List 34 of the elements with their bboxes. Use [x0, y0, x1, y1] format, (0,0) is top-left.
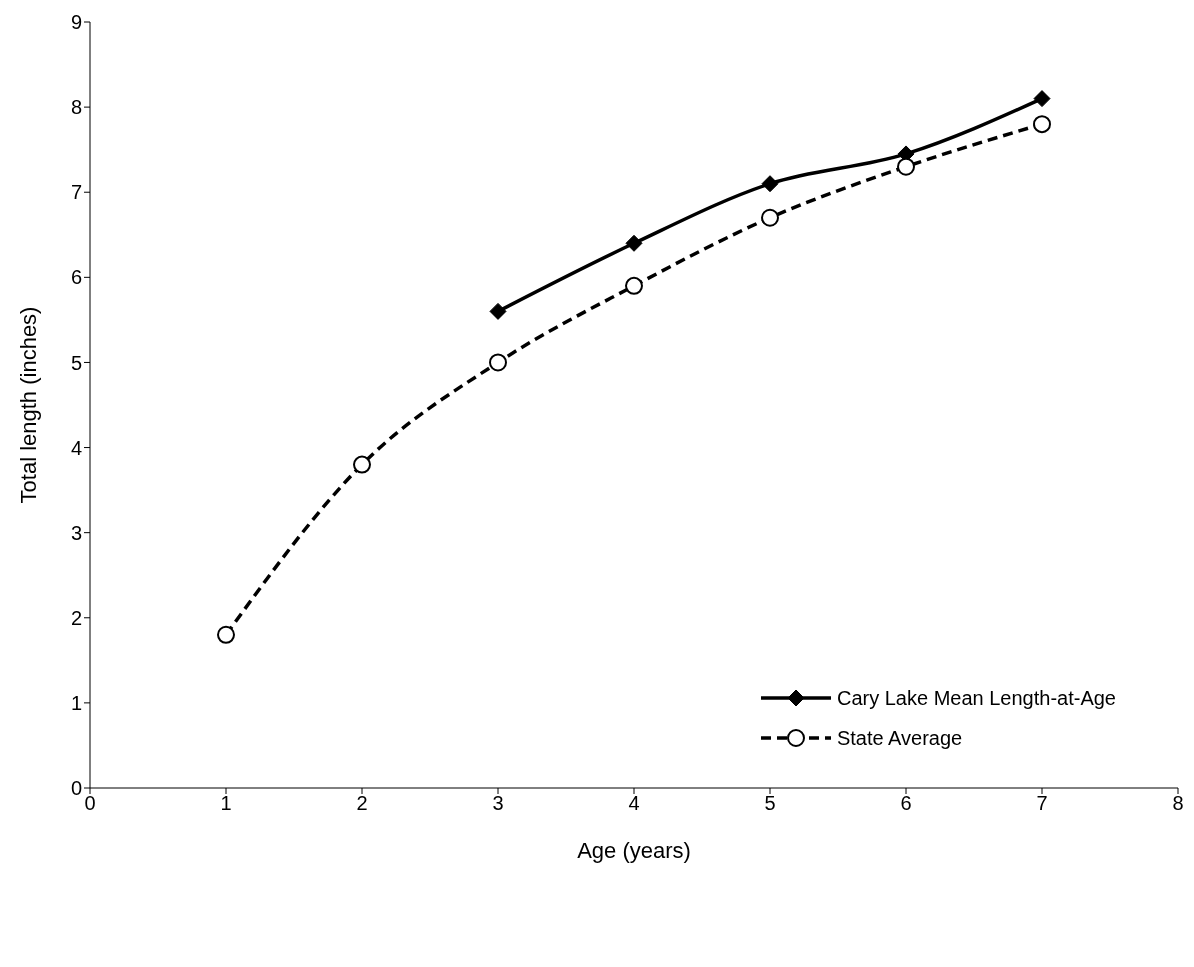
x-tick-label: 4: [628, 792, 640, 815]
y-axis-title: Total length (inches): [15, 306, 41, 504]
y-tick-label: 4: [70, 436, 82, 459]
y-tick-label: 3: [70, 521, 82, 544]
legend-label: State Average: [836, 726, 963, 750]
y-tick-label: 8: [70, 96, 82, 119]
y-tick-label: 6: [70, 266, 82, 289]
point: [761, 208, 779, 227]
point: [1033, 115, 1051, 134]
x-tick-label: 6: [900, 792, 912, 815]
point: [217, 625, 235, 644]
y-tick-label: 1: [70, 691, 82, 714]
y-tick-label: 9: [70, 11, 82, 34]
point: [489, 302, 507, 320]
point: [489, 353, 507, 372]
x-tick-label: 2: [356, 792, 368, 815]
point: [625, 276, 643, 295]
y-tick-label: 0: [70, 777, 82, 800]
x-tick-label: 3: [492, 792, 504, 815]
point: [761, 175, 779, 193]
point: [1033, 90, 1051, 108]
y-tick-label: 2: [70, 606, 82, 629]
y-tick-label: 7: [70, 181, 82, 204]
x-tick-label: 1: [220, 792, 232, 815]
x-tick-label: 8: [1172, 792, 1184, 815]
x-tick-label: 5: [764, 792, 776, 815]
x-tick-label: 0: [84, 792, 96, 815]
y-tick-label: 5: [70, 351, 82, 374]
point: [353, 455, 371, 474]
x-axis-title: Age (years): [577, 838, 691, 863]
point: [625, 234, 643, 252]
point: [897, 157, 915, 176]
legend-label: Cary Lake Mean Length-at-Age: [836, 686, 1116, 710]
x-tick-label: 7: [1036, 792, 1048, 815]
